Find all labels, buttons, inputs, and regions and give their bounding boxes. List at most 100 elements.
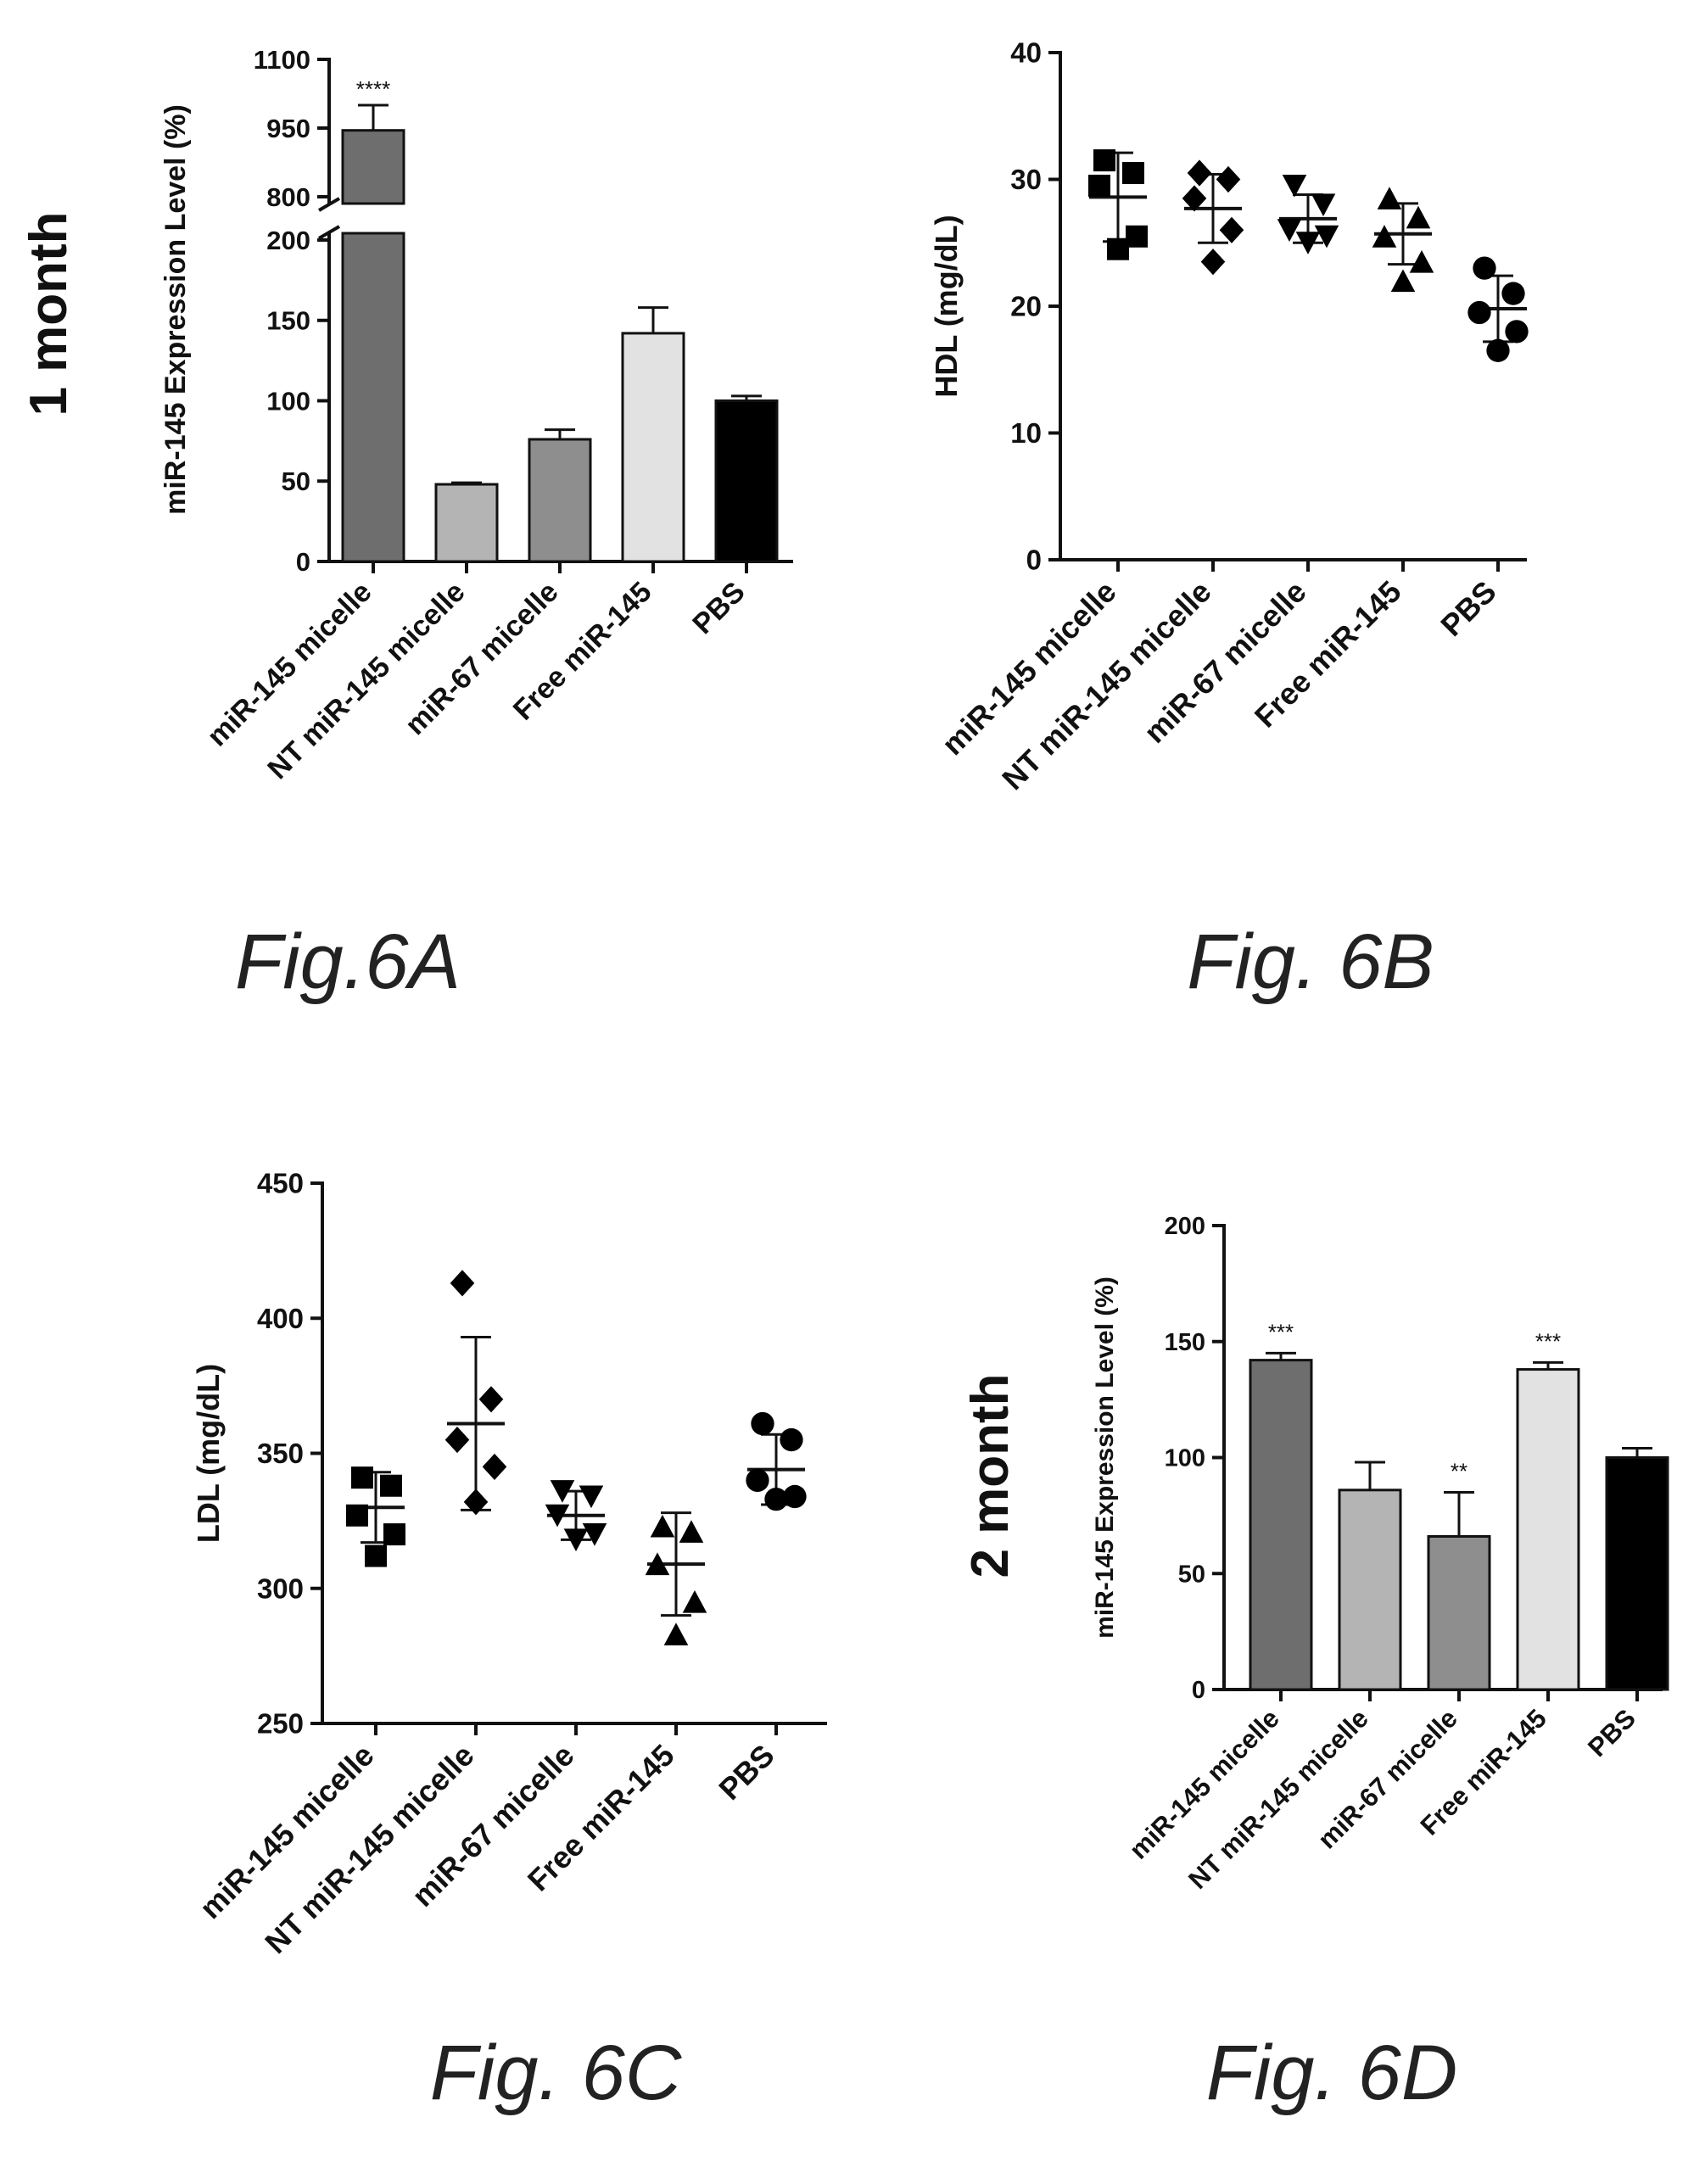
data-point-triangle-down (1277, 219, 1302, 242)
bar (1338, 1489, 1402, 1691)
significance-label: ** (1451, 1459, 1467, 1484)
y-tick-label: 0 (1192, 1677, 1205, 1704)
y-tick-label: 150 (1165, 1329, 1205, 1356)
data-point-circle (1473, 256, 1496, 280)
y-tick-label: 10 (1010, 417, 1042, 449)
bar (1605, 1456, 1669, 1691)
data-point-diamond (1200, 249, 1226, 276)
data-point-triangle-up (1409, 250, 1434, 273)
data-point-square (346, 1504, 368, 1527)
data-point-diamond (482, 1453, 507, 1481)
data-point-triangle-down (550, 1480, 575, 1503)
data-point-circle (1486, 338, 1510, 362)
significance-label: *** (1268, 1319, 1294, 1344)
y-tick-label: 100 (1165, 1445, 1205, 1472)
data-point-circle (1505, 320, 1529, 344)
data-point-square (383, 1523, 405, 1546)
x-tick-label: PBS (1582, 1703, 1641, 1762)
bar (528, 438, 592, 563)
y-axis-label: miR-145 Expression Level (%) (159, 104, 192, 515)
chart-fig6c: 250 300 350 400 450 LDL (mg/dL) miR-145 micell… (191, 1168, 827, 1960)
data-point-triangle-up (650, 1514, 675, 1538)
x-tick-label: miR-145 micelle (193, 1738, 380, 1925)
significance-label: **** (356, 76, 390, 102)
axis-break-mark (317, 197, 341, 212)
y-tick-label: 20 (1010, 291, 1042, 322)
y-tick-label: 1100 (254, 45, 310, 75)
data-point-circle (1501, 282, 1525, 305)
y-axis-label: HDL (mg/dL) (929, 215, 964, 397)
bar (341, 232, 405, 563)
y-tick-label: 950 (266, 114, 310, 143)
y-tick-label: 40 (1010, 37, 1042, 69)
data-point-triangle-down (1295, 232, 1321, 254)
data-point-triangle-down (545, 1504, 570, 1528)
y-axis-label: miR-145 Expression Level (%) (1091, 1276, 1119, 1639)
y-tick-label: 300 (257, 1572, 304, 1604)
caption-fig6a: Fig.6A (235, 919, 461, 1005)
x-tick-label: PBS (686, 576, 751, 640)
data-point-diamond (450, 1270, 475, 1297)
data-point-square (1088, 174, 1110, 197)
data-point-square (1122, 162, 1144, 185)
y-tick-label: 200 (1165, 1213, 1205, 1240)
data-point-triangle-down (1311, 193, 1336, 217)
bar (1427, 1534, 1491, 1691)
data-point-triangle-down (1282, 174, 1307, 198)
data-point-diamond (1182, 185, 1207, 212)
data-point-triangle-down (563, 1528, 589, 1552)
data-point-square (1126, 225, 1148, 248)
data-point-diamond (444, 1426, 470, 1454)
bar (621, 332, 685, 563)
data-point-triangle-up (679, 1520, 704, 1543)
bar (714, 399, 779, 563)
data-point-circle (780, 1427, 803, 1452)
data-point-circle (751, 1411, 774, 1436)
data-point-triangle-up (663, 1623, 689, 1645)
y-tick-label: 350 (257, 1438, 304, 1469)
data-point-diamond (1219, 216, 1244, 243)
significance-label: *** (1535, 1328, 1561, 1354)
y-tick-label: 250 (257, 1708, 304, 1740)
y-tick-label: 0 (1026, 545, 1042, 576)
x-tick-label: miR-145 micelle (1123, 1703, 1284, 1864)
y-tick-label: 400 (257, 1303, 304, 1334)
bar (341, 129, 405, 205)
x-tick-label: PBS (712, 1738, 780, 1807)
bar (434, 483, 499, 563)
y-tick-label: 50 (1178, 1561, 1205, 1588)
x-tick-label: miR-145 micelle (935, 574, 1122, 762)
data-point-triangle-down (582, 1523, 607, 1546)
side-label-2-month: 2 month (961, 1373, 1020, 1578)
y-tick-label: 150 (266, 306, 310, 336)
data-point-square (1093, 149, 1115, 172)
y-tick-label: 800 (266, 182, 310, 212)
data-point-diamond (1187, 159, 1212, 187)
data-point-circle (783, 1484, 807, 1509)
y-tick-label: 50 (282, 466, 310, 496)
data-point-square (1107, 237, 1129, 260)
data-point-circle (764, 1487, 788, 1511)
data-point-diamond (463, 1489, 489, 1516)
data-point-square (351, 1466, 373, 1489)
y-axis-label: LDL (mg/dL) (191, 1364, 226, 1543)
data-point-square (365, 1544, 387, 1567)
data-point-triangle-up (1377, 187, 1402, 209)
data-point-circle (1467, 300, 1491, 325)
x-tick-label: miR-145 micelle (201, 576, 378, 753)
data-point-circle (746, 1468, 769, 1492)
data-point-triangle-up (1372, 225, 1397, 248)
caption-fig6b: Fig. 6B (1187, 919, 1434, 1005)
bar (1516, 1368, 1580, 1691)
data-point-triangle-up (682, 1590, 707, 1613)
y-tick-label: 0 (296, 547, 310, 577)
x-tick-label: PBS (1434, 574, 1502, 643)
data-point-square (380, 1474, 402, 1497)
data-point-diamond (478, 1386, 504, 1413)
y-tick-label: 450 (257, 1168, 304, 1199)
caption-fig6c: Fig. 6C (430, 2030, 682, 2116)
data-point-triangle-up (1406, 205, 1431, 229)
